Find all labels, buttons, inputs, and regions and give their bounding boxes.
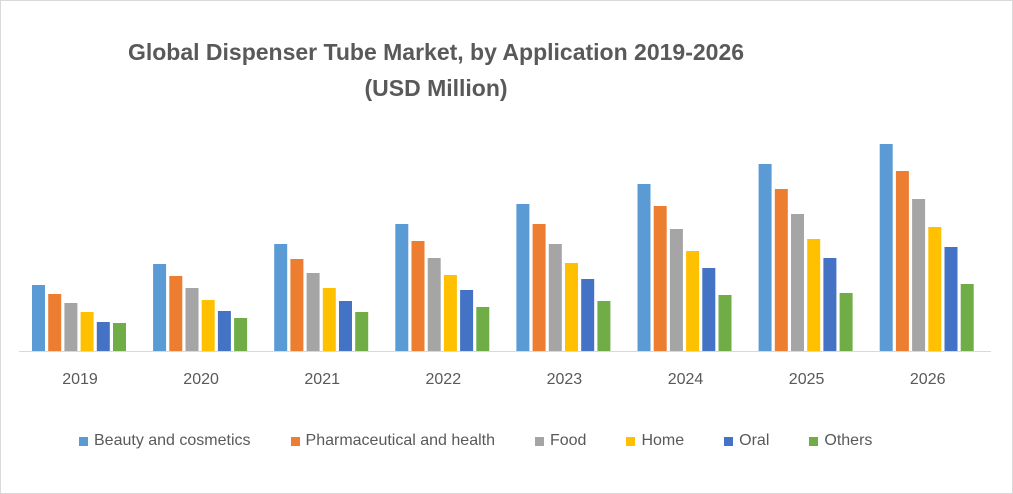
- bar-food-2025: [791, 214, 804, 351]
- bar-oral-2022: [460, 290, 474, 351]
- bar-food-2020: [185, 288, 199, 351]
- legend-label: Pharmaceutical and health: [305, 432, 495, 449]
- legend-swatch: [534, 436, 544, 446]
- bar-beauty-and-cosmetics-2025: [758, 164, 772, 351]
- legend-item: Beauty and cosmetics: [79, 432, 251, 450]
- bar-pharmaceutical-and-health-2023: [532, 224, 546, 351]
- legend-item: Oral: [724, 432, 769, 450]
- legend-label: Food: [549, 432, 587, 449]
- legend: Beauty and cosmetics Pharmaceutical and h…: [79, 432, 912, 450]
- bar-beauty-and-cosmetics-2022: [395, 224, 409, 351]
- bar-oral-2026: [944, 247, 958, 351]
- legend-label: Home: [641, 432, 685, 449]
- legend-label: Oral: [739, 432, 770, 449]
- bar-beauty-and-cosmetics-2019: [32, 285, 45, 351]
- x-tick-label: 2021: [304, 371, 340, 388]
- legend-item: Others: [809, 432, 872, 450]
- bar-home-2025: [807, 239, 821, 351]
- bar-pharmaceutical-and-health-2022: [411, 241, 425, 351]
- bar-others-2026: [960, 284, 974, 351]
- bar-others-2025: [839, 293, 853, 351]
- x-tick-label: 2026: [910, 371, 946, 388]
- legend-item: Food: [534, 432, 587, 450]
- legend-item: Home: [626, 432, 684, 450]
- bar-pharmaceutical-and-health-2020: [169, 276, 183, 351]
- bar-food-2024: [669, 229, 683, 351]
- bar-others-2020: [234, 318, 248, 351]
- bar-oral-2019: [96, 322, 110, 351]
- x-tick-label: 2024: [668, 371, 704, 388]
- bar-oral-2023: [581, 279, 595, 351]
- x-tick-label: 2022: [426, 371, 462, 388]
- bar-home-2023: [565, 263, 578, 351]
- legend-swatch: [626, 436, 636, 446]
- bar-oral-2020: [217, 311, 231, 351]
- bar-home-2021: [322, 288, 336, 351]
- bar-beauty-and-cosmetics-2023: [516, 204, 530, 351]
- x-tick-label: 2019: [62, 371, 98, 388]
- plot-area: 2019 2020 2021 2022 2023 2024 2025 2026: [19, 144, 991, 388]
- bar-beauty-and-cosmetics-2020: [153, 264, 167, 351]
- x-tick-label: 2025: [789, 371, 825, 388]
- bar-pharmaceutical-and-health-2021: [290, 259, 304, 351]
- legend-swatch: [290, 436, 300, 446]
- x-tick-label: 2023: [547, 371, 583, 388]
- legend-swatch: [79, 436, 88, 446]
- bar-beauty-and-cosmetics-2026: [879, 144, 893, 351]
- legend-swatch: [809, 436, 819, 446]
- bar-others-2021: [355, 312, 369, 351]
- bar-oral-2021: [339, 301, 352, 351]
- bar-food-2026: [912, 199, 926, 351]
- bar-pharmaceutical-and-health-2025: [774, 189, 788, 351]
- bar-home-2024: [686, 251, 700, 351]
- bar-pharmaceutical-and-health-2024: [653, 206, 667, 351]
- bar-home-2020: [201, 300, 215, 351]
- legend-item: Pharmaceutical and health: [290, 432, 495, 450]
- legend-swatch: [724, 436, 734, 446]
- x-tick-label: 2020: [183, 371, 219, 388]
- legend-label: Others: [824, 432, 873, 449]
- legend-label: Beauty and cosmetics: [94, 432, 251, 449]
- bar-others-2024: [718, 295, 732, 351]
- bar-oral-2024: [702, 268, 716, 351]
- bar-home-2022: [443, 275, 457, 351]
- bar-others-2022: [476, 307, 490, 351]
- bar-food-2022: [427, 258, 441, 351]
- chart-title: Global Dispenser Tube Market, by Applica…: [127, 39, 745, 65]
- bar-food-2021: [306, 273, 320, 351]
- bar-others-2019: [113, 323, 126, 351]
- bar-oral-2025: [823, 258, 837, 351]
- bar-home-2019: [80, 312, 94, 351]
- bar-beauty-and-cosmetics-2021: [274, 244, 288, 351]
- bar-pharmaceutical-and-health-2026: [895, 171, 909, 351]
- bar-beauty-and-cosmetics-2024: [637, 184, 651, 351]
- bar-others-2023: [597, 301, 611, 351]
- chart-subtitle: (USD Million): [364, 75, 508, 101]
- bar-pharmaceutical-and-health-2019: [48, 294, 62, 351]
- bar-food-2023: [548, 244, 562, 351]
- bar-food-2019: [64, 303, 78, 351]
- bar-home-2026: [928, 227, 942, 351]
